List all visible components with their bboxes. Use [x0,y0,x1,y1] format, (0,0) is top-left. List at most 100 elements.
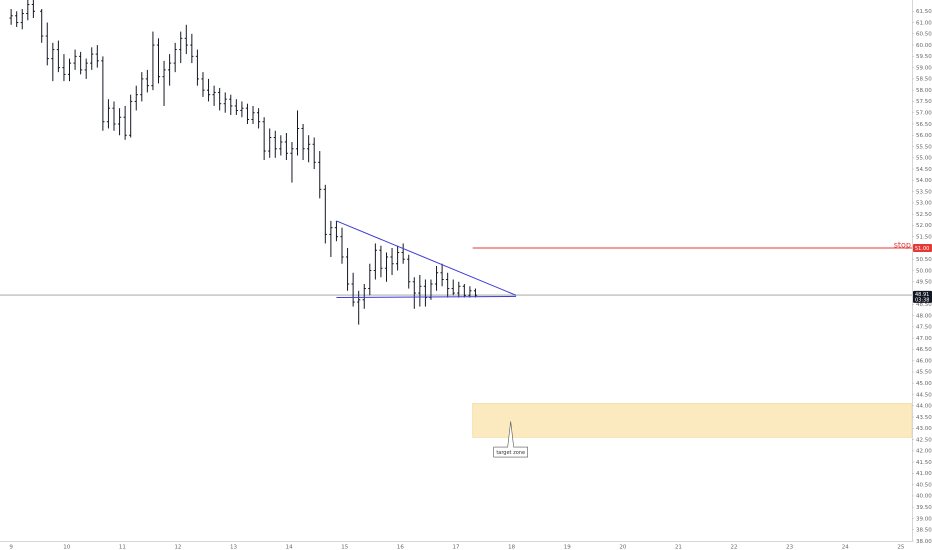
target-zone-callout[interactable] [493,421,528,458]
ohlc-bar [307,135,311,163]
ohlc-bar [117,108,122,136]
y-tick-label: 55.00 [916,156,932,162]
y-tick-label: 50.50 [916,257,932,263]
ohlc-bar [67,58,72,82]
ohlc-bar [151,31,155,91]
ohlc-bar [401,243,405,264]
ohlc-bar [251,105,255,124]
y-tick-label: 38.00 [916,539,932,545]
x-tick-label: 25 [897,545,904,550]
ohlc-bar [312,137,316,170]
x-tick-label: 16 [397,545,404,550]
ohlc-bar [168,54,172,86]
ohlc-bar [440,263,444,287]
ohlc-bar [229,94,233,115]
x-tick-label: 19 [564,545,571,550]
ohlc-bar [223,92,227,113]
y-tick-label: 42.00 [916,449,932,455]
y-tick-label: 45.00 [916,381,932,387]
ohlc-bar [15,11,19,28]
ohlc-bar [195,49,200,86]
ohlc-bar [45,22,49,66]
y-tick-label: 57.00 [916,111,932,117]
x-tick-label: 23 [786,545,793,550]
ohlc-bar [106,99,111,129]
y-tick-label: 51.50 [916,234,932,240]
x-tick-label: 21 [675,545,682,550]
ohlc-bar [373,243,377,280]
ohlc-bar [156,38,161,84]
y-tick-label: 54.00 [916,178,932,184]
y-tick-label: 44.50 [916,392,932,398]
bar-countdown-label: 03:38 [915,297,929,303]
ohlc-bar [318,151,322,199]
ohlc-bar [407,254,411,289]
y-tick-label: 52.00 [916,223,932,229]
stop-text-label: stop [894,240,911,249]
triangle-lower-trendline[interactable] [336,295,517,299]
y-tick-label: 60.50 [916,32,932,38]
y-tick-label: 42.50 [916,437,932,443]
ohlc-bar [179,31,183,64]
ohlc-bar [362,284,366,309]
ohlc-bar [295,110,300,156]
x-tick-label: 18 [508,545,515,550]
y-tick-label: 47.50 [916,325,932,331]
ohlc-bar [79,51,83,75]
ohlc-bar [368,263,372,296]
ohlc-bar [396,245,400,271]
ohlc-bar [101,56,105,131]
ohlc-bar [262,117,266,161]
y-tick-label: 43.00 [916,426,932,432]
ohlc-bar [423,279,428,307]
y-tick-label: 40.50 [916,482,932,488]
y-tick-label: 56.50 [916,122,932,128]
ohlc-bar [284,132,288,161]
x-tick-label: 22 [731,545,738,550]
y-tick-label: 58.50 [916,77,932,83]
ohlc-bar [351,272,355,307]
ohlc-bar [340,227,344,264]
ohlc-bar [379,245,383,278]
x-tick-label: 20 [619,545,626,550]
y-tick-label: 48.00 [916,313,932,319]
x-tick-label: 13 [230,545,237,550]
x-tick-label: 11 [119,545,126,550]
triangle-upper-trendline[interactable] [336,220,517,296]
ohlc-bar [418,275,422,307]
ohlc-bar [462,284,466,298]
ohlc-bar [245,103,250,124]
y-tick-label: 44.00 [916,404,932,410]
y-tick-label: 40.00 [916,494,932,500]
ohlc-bar [51,42,55,82]
x-tick-label: 9 [9,545,13,550]
target-zone[interactable] [472,403,913,438]
ohlc-bar [473,288,478,298]
y-tick-label: 47.00 [916,336,932,342]
ohlc-bar [457,281,461,298]
x-tick-label: 14 [286,545,293,550]
ohlc-bar [26,0,30,21]
ohlc-bar [234,99,238,115]
y-tick-label: 61.00 [916,20,932,26]
ohlc-bar [390,247,394,276]
ohlc-bar [273,130,277,158]
ohlc-bar [468,286,472,298]
y-tick-label: 61.50 [916,9,932,15]
ohlc-bar [173,42,177,73]
ohlc-bar [429,279,433,300]
y-tick-label: 60.00 [916,43,932,49]
ohlc-bar [184,24,188,55]
ohlc-bar [412,277,416,309]
ohlc-bar [9,9,13,25]
y-tick-label: 54.50 [916,167,932,173]
y-tick-label: 55.50 [916,144,932,150]
current-price-badge [913,290,932,303]
ohlc-bar [140,72,144,102]
y-tick-label: 41.00 [916,471,932,477]
y-tick-label: 58.00 [916,88,932,94]
current-price-badge-label: 48.91 [915,292,929,298]
ohlc-bar [129,94,133,138]
